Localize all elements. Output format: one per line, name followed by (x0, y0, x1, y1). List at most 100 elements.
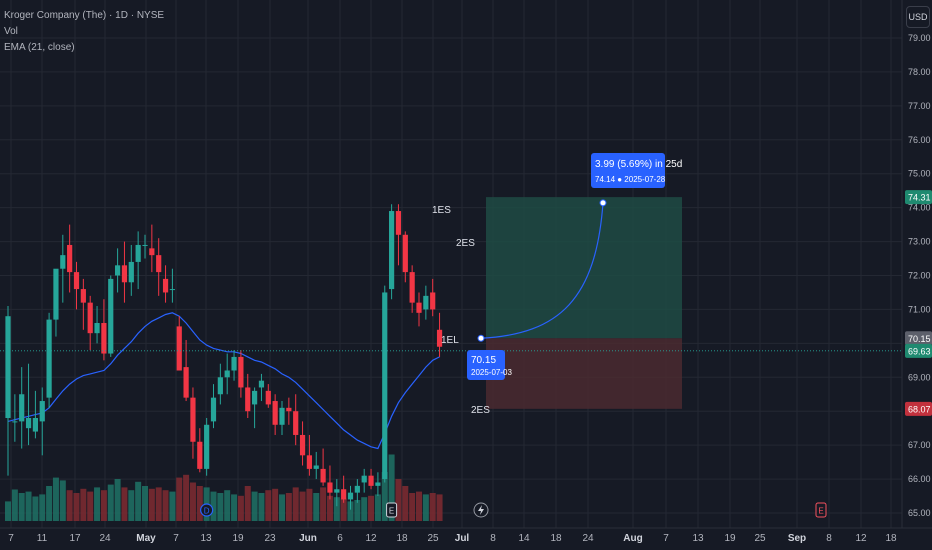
volume-bar (11, 489, 18, 521)
ema-indicator-label[interactable]: EMA (21, close) (4, 42, 75, 53)
candle (334, 479, 340, 507)
time-tick-label: 7 (173, 533, 179, 544)
candle-body (53, 268, 59, 320)
candle (217, 363, 223, 405)
signal-annotation: 2ES (471, 405, 490, 416)
entry-point (477, 334, 485, 342)
candle-body (258, 380, 265, 388)
candle-body (293, 411, 299, 435)
volume-bar (306, 488, 313, 521)
candle (238, 350, 244, 398)
candle-body (382, 292, 388, 480)
lightning-glyph (478, 505, 484, 515)
candle (210, 384, 217, 429)
candle-body (67, 244, 73, 273)
candle (53, 268, 59, 337)
candle (19, 367, 25, 449)
volume-bar (333, 497, 340, 521)
candle (409, 265, 415, 313)
volume-bar (272, 488, 279, 521)
volume-bar (162, 490, 169, 521)
time-tick-label: May (136, 533, 156, 544)
symbol-title[interactable]: Kroger Company (The) · 1D · NYSE (4, 10, 165, 21)
signal-annotation: 1EL (441, 335, 459, 346)
volume-bar (87, 491, 94, 521)
target-point (599, 199, 607, 207)
candle (121, 241, 128, 303)
volume-bar (39, 494, 46, 521)
price-tick-label: 79.00 (908, 33, 931, 43)
volume-bar (46, 486, 53, 521)
time-tick-label: 7 (663, 533, 669, 544)
currency-button[interactable]: USD (906, 6, 930, 28)
candle-body (306, 455, 312, 469)
candle-body (94, 323, 100, 334)
candle-body (183, 367, 189, 398)
price-tick-label: 67.00 (908, 440, 931, 450)
price-tag: 74.31 (905, 190, 932, 205)
time-tick-label: 18 (885, 533, 897, 544)
signal-annotation: 1ES (432, 205, 451, 216)
volume-bar (5, 501, 11, 521)
volume-bar (340, 498, 347, 521)
volume-bar (422, 494, 429, 521)
time-tick-label: 7 (8, 533, 14, 544)
candle (142, 234, 148, 259)
candle-body (389, 211, 395, 290)
candle (416, 292, 422, 327)
volume-bar (374, 494, 381, 521)
time-tick-label: 12 (855, 533, 867, 544)
target-change-label: 3.99 (5.69%) in 25d (595, 159, 682, 170)
volume-bar (210, 491, 217, 521)
volume-bar (18, 493, 25, 521)
candle-body (436, 329, 443, 347)
volume-bar (361, 497, 368, 521)
time-tick-label: 12 (365, 533, 377, 544)
candle (347, 485, 354, 510)
candle (272, 394, 278, 435)
price-tick-label: 76.00 (908, 135, 931, 145)
price-tick-label: 71.00 (908, 304, 931, 314)
price-tag-bg (905, 331, 932, 346)
candle (320, 448, 326, 486)
candle (245, 373, 251, 418)
candle (190, 387, 196, 459)
marker-label: E (389, 507, 394, 516)
candle-body (5, 316, 11, 418)
price-tick-label: 66.00 (908, 474, 931, 484)
candle (327, 465, 333, 500)
entry-price-label: 70.15 (471, 355, 496, 366)
volume-bar (244, 486, 251, 521)
candle (115, 248, 121, 293)
candle (231, 350, 237, 381)
candle-body (87, 302, 93, 334)
time-tick-label: 13 (200, 533, 212, 544)
candle-body (286, 407, 292, 412)
marker-label: D (204, 507, 210, 516)
candle (299, 421, 306, 466)
candle (162, 265, 169, 303)
price-tag: 70.15 (905, 331, 932, 346)
volume-indicator-label[interactable]: Vol (4, 26, 18, 37)
time-tick-label: Aug (623, 533, 642, 544)
price-tick-label: 69.00 (908, 372, 931, 382)
volume-bar (107, 484, 114, 521)
candle-body (39, 401, 45, 422)
candle (375, 472, 381, 497)
candle (87, 295, 93, 351)
candle-body (60, 255, 66, 269)
price-tag-label: 70.15 (908, 334, 931, 344)
future-earnings-marker: E (815, 502, 827, 518)
marker-bg (200, 503, 214, 517)
candle-body (347, 492, 354, 500)
volume-bar (409, 493, 416, 521)
marker-bg (815, 502, 827, 518)
candle-body (313, 465, 319, 469)
price-tag: 69.63 (905, 343, 932, 358)
volume-bar (155, 487, 162, 521)
volume-bar (285, 493, 292, 521)
volume-bar (73, 493, 80, 521)
candle-body (197, 441, 203, 469)
stop-zone (486, 338, 682, 409)
